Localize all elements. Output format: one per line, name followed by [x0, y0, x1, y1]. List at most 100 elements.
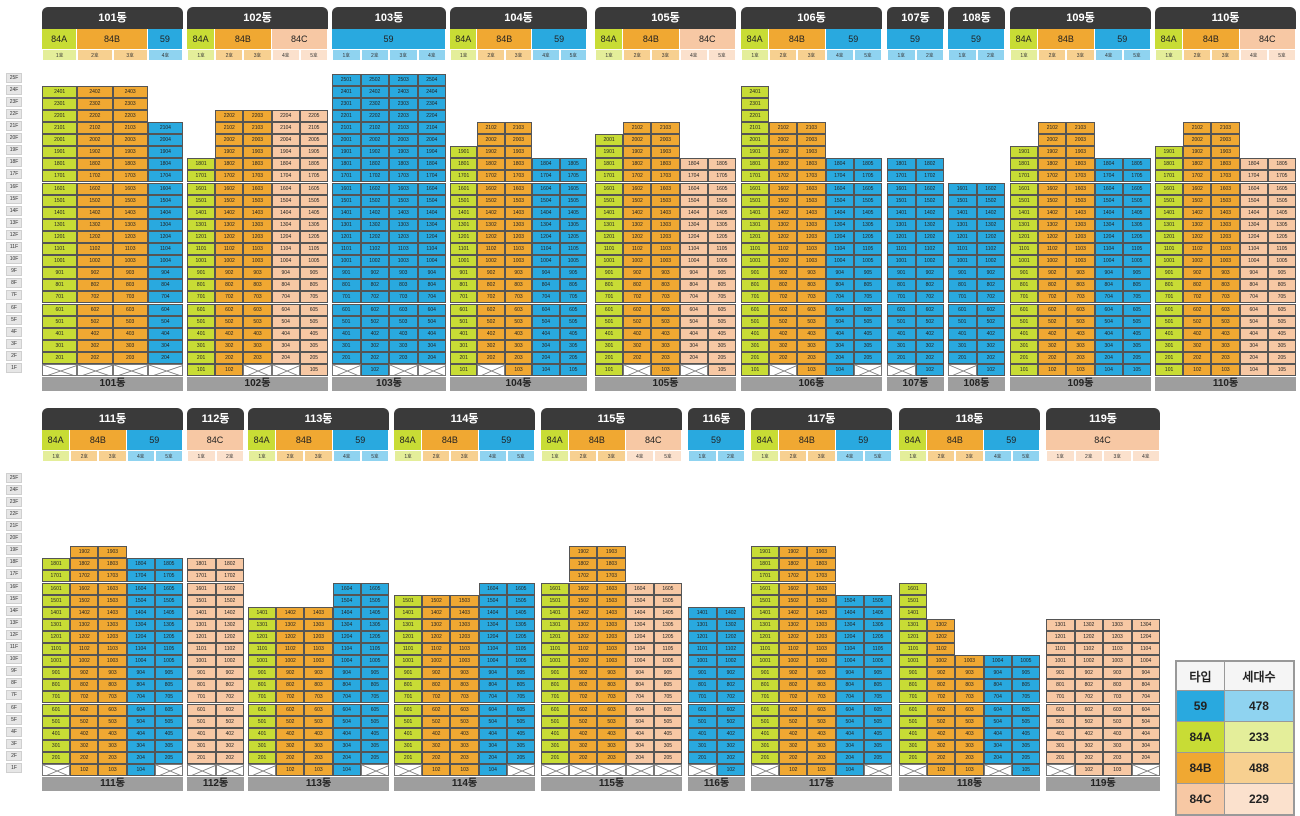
unit-cell[interactable]: 2002: [477, 134, 505, 147]
unit-cell[interactable]: 1502: [77, 194, 113, 207]
unit-cell[interactable]: 1701: [1155, 170, 1184, 183]
unit-cell[interactable]: 1304: [532, 218, 560, 231]
unit-cell[interactable]: 1601: [741, 182, 770, 195]
unit-cell[interactable]: 1102: [1074, 643, 1103, 655]
unit-cell[interactable]: 1303: [807, 618, 836, 631]
unit-cell[interactable]: 403: [304, 727, 333, 740]
unit-cell[interactable]: 603: [389, 303, 418, 316]
unit-cell[interactable]: 1103: [797, 243, 826, 255]
unit-cell[interactable]: 1503: [797, 194, 826, 207]
unit-cell[interactable]: 804: [679, 279, 708, 292]
unit-cell[interactable]: 303: [450, 739, 479, 752]
unit-cell[interactable]: 704: [532, 291, 560, 304]
unit-cell[interactable]: 601: [741, 303, 770, 316]
unit-cell[interactable]: 403: [504, 327, 533, 340]
unit-cell[interactable]: 401: [42, 327, 78, 340]
unit-cell[interactable]: 2003: [797, 134, 826, 147]
unit-cell[interactable]: 1301: [887, 218, 916, 231]
unit-cell[interactable]: 803: [504, 279, 533, 292]
unit-cell[interactable]: 502: [915, 315, 944, 328]
unit-cell[interactable]: 1102: [1038, 243, 1067, 255]
unit-cell[interactable]: 901: [899, 667, 928, 680]
unit-cell[interactable]: 1301: [1155, 218, 1184, 231]
unit-cell[interactable]: 903: [955, 667, 984, 680]
unit-cell[interactable]: 1205: [154, 630, 183, 643]
unit-cell[interactable]: 302: [276, 739, 305, 752]
unit-cell[interactable]: 1503: [597, 594, 626, 607]
unit-cell[interactable]: 1501: [1155, 194, 1184, 207]
unit-cell[interactable]: 802: [215, 679, 244, 692]
unit-cell[interactable]: 1203: [243, 230, 272, 243]
unit-cell[interactable]: 602: [1183, 303, 1212, 316]
unit-cell[interactable]: 1101: [899, 643, 928, 655]
unit-cell[interactable]: 503: [807, 715, 836, 728]
unit-cell[interactable]: 1101: [450, 243, 478, 255]
unit-cell[interactable]: 404: [478, 727, 507, 740]
unit-cell[interactable]: 504: [126, 715, 155, 728]
unit-cell[interactable]: 1801: [751, 558, 780, 571]
unit-cell[interactable]: 302: [215, 339, 244, 352]
unit-cell[interactable]: 1405: [360, 606, 389, 619]
unit-cell[interactable]: 1704: [1239, 170, 1268, 183]
unit-cell[interactable]: 2401: [741, 85, 770, 98]
unit-cell[interactable]: 1001: [887, 255, 916, 268]
unit-cell[interactable]: 1101: [42, 643, 71, 655]
unit-cell[interactable]: 904: [271, 267, 300, 280]
unit-cell[interactable]: 1404: [825, 206, 854, 219]
unit-cell[interactable]: 404: [147, 327, 183, 340]
unit-cell[interactable]: 201: [948, 351, 977, 364]
unit-cell[interactable]: 901: [948, 267, 977, 280]
unit-cell[interactable]: 501: [751, 715, 780, 728]
unit-cell[interactable]: 1603: [243, 182, 272, 195]
unit-cell[interactable]: 105: [299, 364, 328, 376]
unit-cell[interactable]: 1003: [651, 255, 680, 268]
unit-cell[interactable]: 1604: [625, 582, 654, 595]
unit-cell[interactable]: 402: [915, 327, 944, 340]
unit-cell[interactable]: 202: [623, 351, 652, 364]
unit-cell[interactable]: 704: [271, 291, 300, 304]
unit-cell[interactable]: 1602: [360, 182, 389, 195]
unit-cell[interactable]: 1603: [651, 182, 680, 195]
unit-cell[interactable]: 1002: [716, 655, 745, 668]
unit-cell[interactable]: 805: [299, 279, 328, 292]
unit-cell[interactable]: 1202: [422, 630, 451, 643]
unit-cell[interactable]: 1203: [112, 230, 148, 243]
unit-cell[interactable]: 1003: [955, 655, 984, 668]
unit-cell[interactable]: 1602: [477, 182, 505, 195]
unit-cell[interactable]: 102: [976, 364, 1005, 376]
unit-cell[interactable]: 301: [899, 739, 928, 752]
unit-cell[interactable]: 304: [271, 339, 300, 352]
unit-cell[interactable]: 1803: [1066, 158, 1095, 171]
unit-cell[interactable]: 1802: [215, 558, 244, 571]
unit-cell[interactable]: 1004: [417, 255, 446, 268]
unit-cell[interactable]: 203: [955, 751, 984, 764]
unit-cell[interactable]: 1302: [779, 618, 808, 631]
unit-cell[interactable]: 1401: [187, 606, 216, 619]
unit-cell[interactable]: 805: [707, 279, 736, 292]
unit-cell[interactable]: 304: [1094, 339, 1123, 352]
unit-cell[interactable]: 502: [215, 315, 244, 328]
unit-cell[interactable]: 703: [651, 291, 680, 304]
unit-cell[interactable]: 1101: [187, 643, 216, 655]
unit-cell[interactable]: 505: [360, 715, 389, 728]
unit-cell[interactable]: 803: [450, 679, 479, 692]
unit-cell[interactable]: 1701: [751, 570, 780, 583]
unit-cell[interactable]: 204: [1094, 351, 1123, 364]
unit-cell[interactable]: 1801: [450, 158, 478, 171]
unit-cell[interactable]: 203: [112, 351, 148, 364]
unit-cell[interactable]: 1203: [1066, 230, 1095, 243]
unit-cell[interactable]: 402: [1074, 727, 1103, 740]
unit-cell[interactable]: 701: [688, 691, 717, 704]
unit-cell[interactable]: 1701: [332, 170, 361, 183]
unit-cell[interactable]: 1102: [77, 243, 113, 255]
unit-cell[interactable]: 402: [1038, 327, 1067, 340]
unit-cell[interactable]: 1203: [651, 230, 680, 243]
unit-cell[interactable]: 902: [422, 667, 451, 680]
unit-cell[interactable]: 605: [863, 703, 892, 716]
unit-cell[interactable]: 901: [42, 667, 71, 680]
unit-cell[interactable]: 1301: [332, 218, 361, 231]
unit-cell[interactable]: 1902: [77, 146, 113, 159]
unit-cell[interactable]: 2003: [243, 134, 272, 147]
unit-cell[interactable]: 303: [797, 339, 826, 352]
unit-cell[interactable]: 702: [215, 691, 244, 704]
